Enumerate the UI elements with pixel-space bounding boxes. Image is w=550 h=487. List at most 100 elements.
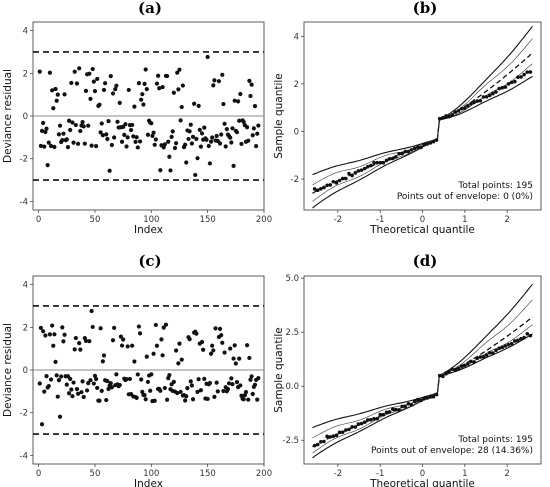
data-point bbox=[340, 430, 345, 434]
data-point bbox=[466, 104, 470, 108]
data-point bbox=[57, 414, 63, 419]
data-point bbox=[121, 337, 126, 342]
y-tick-label: 0 bbox=[294, 127, 299, 137]
data-point bbox=[406, 401, 411, 406]
data-point bbox=[509, 80, 514, 85]
x-tick-label: 150 bbox=[200, 215, 216, 225]
data-point bbox=[381, 412, 386, 417]
data-point bbox=[94, 144, 99, 149]
data-point bbox=[81, 124, 86, 129]
data-point bbox=[487, 93, 492, 98]
data-point bbox=[251, 126, 256, 131]
data-point bbox=[359, 421, 364, 426]
data-point bbox=[117, 100, 122, 106]
data-point bbox=[431, 394, 436, 399]
data-point bbox=[84, 388, 90, 393]
data-point bbox=[409, 148, 414, 152]
data-point bbox=[80, 120, 85, 125]
data-point bbox=[472, 360, 476, 364]
data-point bbox=[453, 367, 458, 372]
data-point bbox=[145, 379, 151, 385]
data-point bbox=[337, 178, 342, 183]
data-point bbox=[163, 322, 169, 327]
data-point bbox=[180, 83, 185, 88]
data-point bbox=[198, 388, 203, 393]
data-point bbox=[241, 397, 246, 402]
data-point bbox=[416, 397, 420, 402]
x-tick-label: -2 bbox=[334, 469, 342, 479]
data-point bbox=[39, 422, 45, 427]
data-point bbox=[171, 90, 176, 95]
data-point bbox=[223, 144, 228, 149]
data-point bbox=[196, 103, 201, 108]
data-point bbox=[444, 114, 448, 118]
data-point bbox=[400, 151, 404, 156]
data-point bbox=[164, 73, 170, 79]
data-point bbox=[394, 155, 398, 159]
data-point bbox=[328, 435, 333, 439]
data-point bbox=[183, 142, 188, 147]
y-tick-label: 4 bbox=[23, 281, 28, 291]
data-point bbox=[437, 373, 442, 378]
data-point bbox=[44, 373, 49, 379]
data-point bbox=[384, 410, 389, 415]
data-point bbox=[359, 168, 364, 172]
data-point bbox=[390, 407, 395, 411]
data-point bbox=[228, 135, 233, 140]
data-point bbox=[239, 141, 244, 147]
data-point bbox=[176, 361, 181, 366]
data-point bbox=[528, 333, 533, 338]
data-point bbox=[222, 121, 227, 126]
y-tick-label: -2 bbox=[20, 409, 28, 419]
data-point bbox=[196, 377, 201, 382]
data-point bbox=[53, 359, 58, 364]
data-point bbox=[101, 87, 107, 93]
data-point bbox=[55, 394, 60, 399]
data-point bbox=[522, 335, 526, 340]
data-point bbox=[176, 87, 181, 92]
data-point bbox=[98, 130, 103, 135]
data-point bbox=[214, 133, 219, 139]
data-point bbox=[91, 381, 96, 386]
data-point bbox=[71, 140, 76, 145]
y-tick-label: 0 bbox=[23, 366, 28, 376]
data-point bbox=[319, 187, 323, 191]
data-point bbox=[516, 338, 520, 343]
data-point bbox=[134, 135, 139, 140]
annotation-points-out: Points out of envelope: 28 (14.36%) bbox=[371, 446, 533, 456]
data-point bbox=[494, 90, 498, 94]
data-point bbox=[92, 373, 98, 378]
data-point bbox=[184, 394, 189, 399]
data-point bbox=[322, 185, 326, 190]
panel-c: (c) 0 50 100 150 200 -4 -2 0 2 4 Index Deviance resi… bbox=[2, 252, 272, 487]
data-point bbox=[38, 325, 43, 331]
data-point bbox=[89, 143, 94, 148]
data-point bbox=[416, 145, 420, 149]
data-point bbox=[62, 332, 67, 337]
data-point bbox=[208, 139, 214, 144]
data-point bbox=[189, 383, 194, 388]
data-point bbox=[194, 331, 199, 336]
data-point bbox=[197, 127, 202, 132]
data-point bbox=[237, 118, 242, 123]
data-point bbox=[437, 116, 442, 121]
data-point bbox=[466, 362, 470, 366]
data-point bbox=[228, 346, 233, 351]
data-point bbox=[478, 355, 483, 359]
data-point bbox=[384, 158, 389, 163]
data-point bbox=[119, 139, 125, 144]
data-point bbox=[206, 143, 211, 149]
data-point bbox=[447, 114, 451, 119]
y-tick-label: 0 bbox=[23, 112, 28, 122]
data-point bbox=[226, 381, 232, 386]
data-point bbox=[142, 81, 147, 87]
data-point bbox=[70, 394, 75, 399]
envelope-lower-line bbox=[312, 75, 533, 176]
data-point bbox=[230, 382, 235, 387]
data-point bbox=[154, 343, 160, 348]
data-point bbox=[207, 161, 213, 166]
data-point bbox=[127, 376, 133, 382]
data-point bbox=[497, 86, 501, 91]
data-point bbox=[189, 141, 194, 146]
y-tick-label: -4 bbox=[20, 197, 28, 207]
